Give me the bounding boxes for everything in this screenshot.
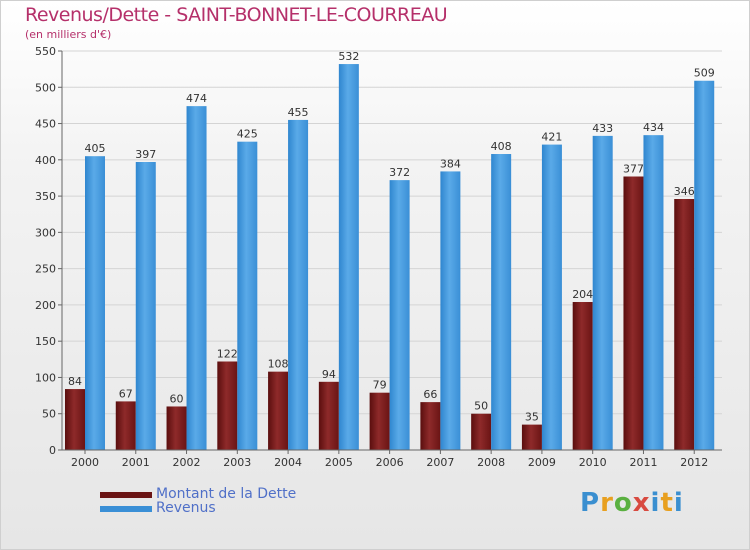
data-label-revenus-2003: 425: [237, 128, 258, 141]
y-tick-label: 150: [35, 335, 56, 348]
legend-swatch-dette: [100, 492, 152, 498]
bar-revenus-2001: [135, 161, 156, 450]
data-label-revenus-2002: 474: [186, 92, 207, 105]
x-tick-label-2007: 2007: [426, 456, 454, 469]
bar-dette-2009: [521, 424, 542, 450]
y-tick-label: 300: [35, 226, 56, 239]
x-tick-label-2002: 2002: [173, 456, 201, 469]
data-label-dette-2003: 122: [217, 347, 238, 360]
proxiti-logo: Proxiti: [580, 488, 684, 518]
y-tick-label: 0: [49, 444, 56, 457]
data-label-revenus-2009: 421: [541, 131, 562, 144]
x-tick-label-2005: 2005: [325, 456, 353, 469]
bar-revenus-2004: [288, 119, 309, 450]
bar-revenus-2005: [338, 64, 359, 451]
bar-revenus-2010: [592, 135, 613, 451]
data-label-dette-2009: 35: [525, 411, 539, 424]
bar-dette-2010: [572, 302, 593, 450]
y-tick-label: 200: [35, 299, 56, 312]
x-tick-label-2003: 2003: [223, 456, 251, 469]
data-label-revenus-2000: 405: [85, 142, 106, 155]
bar-dette-2006: [369, 392, 390, 450]
data-label-revenus-2004: 455: [288, 106, 309, 119]
chart-title: Revenus/Dette - SAINT-BONNET-LE-COURREAU: [25, 4, 448, 26]
bar-dette-2002: [166, 406, 187, 450]
legend-label-revenus: Revenus: [156, 500, 216, 516]
bar-revenus-2007: [440, 171, 461, 450]
x-tick-label-2012: 2012: [680, 456, 708, 469]
bar-revenus-2009: [541, 144, 562, 451]
data-label-dette-2004: 108: [268, 358, 289, 371]
data-label-dette-2008: 50: [474, 400, 488, 413]
data-label-revenus-2006: 372: [389, 166, 410, 179]
bar-dette-2003: [217, 361, 238, 450]
x-tick-label-2006: 2006: [376, 456, 404, 469]
x-tick-label-2011: 2011: [629, 456, 657, 469]
chart-subtitle: (en milliers d'€): [25, 28, 112, 41]
data-label-revenus-2011: 434: [643, 121, 664, 134]
data-label-dette-2000: 84: [68, 375, 82, 388]
y-tick-label: 400: [35, 154, 56, 167]
x-tick-label-2000: 2000: [71, 456, 99, 469]
bar-revenus-2012: [694, 80, 715, 450]
data-label-dette-2006: 79: [373, 379, 387, 392]
bar-revenus-2011: [643, 135, 664, 451]
data-label-revenus-2005: 532: [338, 50, 359, 63]
bar-dette-2005: [318, 381, 339, 450]
y-tick-label: 550: [35, 45, 56, 58]
data-label-dette-2010: 204: [572, 288, 593, 301]
data-label-dette-2001: 67: [119, 387, 133, 400]
y-tick-label: 250: [35, 263, 56, 276]
y-tick-label: 350: [35, 190, 56, 203]
bar-revenus-2002: [186, 106, 207, 450]
y-tick-label: 50: [42, 408, 56, 421]
data-label-revenus-2001: 397: [135, 148, 156, 161]
data-label-dette-2012: 346: [674, 185, 695, 198]
legend-swatch-revenus: [100, 506, 152, 512]
legend-label-dette: Montant de la Dette: [156, 486, 297, 502]
bar-dette-2000: [65, 389, 85, 450]
bar-dette-2007: [420, 402, 441, 450]
data-label-revenus-2008: 408: [491, 140, 512, 153]
x-tick-label-2004: 2004: [274, 456, 302, 469]
bar-dette-2001: [115, 401, 136, 450]
x-tick-label-2009: 2009: [528, 456, 556, 469]
bar-revenus-2003: [237, 141, 258, 450]
data-label-revenus-2010: 433: [592, 122, 613, 135]
bar-dette-2012: [674, 198, 695, 450]
y-tick-label: 450: [35, 118, 56, 131]
x-tick-label-2010: 2010: [579, 456, 607, 469]
data-label-revenus-2012: 509: [694, 67, 715, 80]
data-label-dette-2011: 377: [623, 163, 644, 176]
bar-dette-2008: [471, 413, 492, 450]
x-tick-label-2008: 2008: [477, 456, 505, 469]
y-tick-label: 100: [35, 371, 56, 384]
bar-revenus-2008: [491, 154, 512, 451]
bar-revenus-2006: [389, 180, 410, 450]
y-tick-label: 500: [35, 81, 56, 94]
bar-dette-2011: [623, 176, 644, 450]
bar-revenus-2000: [85, 156, 105, 450]
data-label-revenus-2007: 384: [440, 157, 461, 170]
bar-dette-2004: [268, 371, 289, 450]
x-tick-label-2001: 2001: [122, 456, 150, 469]
data-label-dette-2005: 94: [322, 368, 336, 381]
data-label-dette-2007: 66: [423, 388, 437, 401]
data-label-dette-2002: 60: [170, 392, 184, 405]
